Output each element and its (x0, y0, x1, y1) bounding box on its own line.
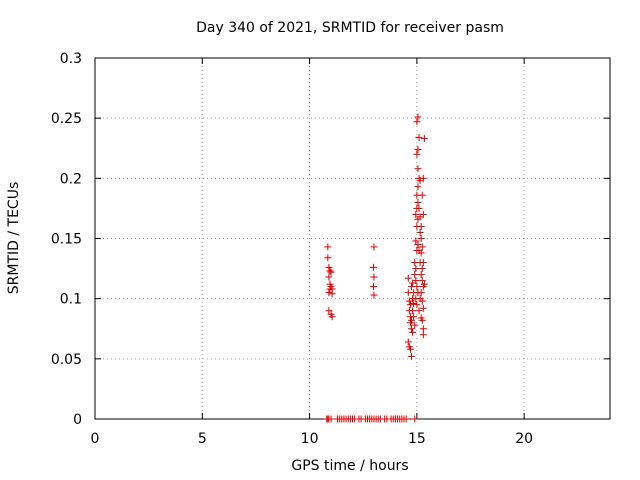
data-point (370, 243, 378, 251)
x-axis-label: GPS time / hours (291, 458, 408, 474)
x-tick-label: 10 (301, 431, 319, 447)
data-point (325, 263, 333, 271)
data-point (416, 228, 424, 236)
axis-ticks: 0 5 10 15 20 0 0.05 0.1 0.15 0.2 0.25 0.3 (51, 51, 610, 447)
data-point (409, 307, 417, 315)
data-point (408, 325, 416, 333)
data-point (328, 290, 336, 298)
y-tick-label: 0.25 (51, 111, 82, 127)
data-point (417, 289, 425, 297)
data-point (414, 145, 422, 153)
data-point (419, 325, 427, 333)
data-point (410, 299, 418, 307)
data-point (418, 277, 426, 285)
data-point (324, 243, 332, 251)
data-point (412, 277, 420, 285)
data-point (406, 345, 414, 353)
data-point (409, 328, 417, 336)
y-axis-label: SRMTID / TECUs (6, 182, 22, 295)
data-point (408, 352, 416, 360)
data-point (414, 165, 422, 173)
data-point (413, 301, 421, 309)
data-point (412, 210, 420, 218)
data-point (413, 118, 421, 126)
data-point (412, 237, 420, 245)
data-point (410, 313, 418, 321)
y-tick-label: 0.3 (60, 51, 82, 67)
data-point (419, 210, 427, 218)
data-point (414, 198, 422, 206)
y-tick-label: 0.2 (60, 171, 82, 187)
data-point (370, 283, 378, 291)
data-point (413, 283, 421, 291)
y-tick-label: 0 (73, 412, 82, 428)
data-point (412, 265, 420, 273)
data-point (418, 243, 426, 251)
data-point (328, 313, 336, 321)
data-point (415, 133, 423, 141)
y-tick-label: 0.05 (51, 352, 82, 368)
data-point (415, 247, 423, 255)
chart-title: Day 340 of 2021, SRMTID for receiver pas… (196, 20, 504, 36)
data-point (415, 204, 423, 212)
y-tick-label: 0.1 (60, 292, 82, 308)
data-point (419, 174, 427, 182)
data-point (411, 415, 419, 423)
data-point (404, 338, 412, 346)
data-point (370, 273, 378, 281)
data-point (415, 307, 423, 315)
data-point (370, 263, 378, 271)
x-tick-label: 5 (198, 431, 207, 447)
data-point (413, 150, 421, 158)
data-point (325, 307, 333, 315)
data-point (406, 301, 414, 309)
data-point (411, 271, 419, 279)
data-point (406, 319, 414, 327)
data-point (417, 235, 425, 242)
x-tick-label: 15 (408, 431, 426, 447)
data-point (324, 254, 332, 262)
y-tick-label: 0.15 (51, 232, 82, 248)
data-point (418, 316, 426, 324)
data-point (419, 304, 427, 312)
plot-area-border (94, 57, 611, 420)
data-point (414, 113, 422, 121)
data-point (326, 267, 334, 275)
x-tick-label: 0 (91, 431, 100, 447)
data-point (420, 280, 428, 288)
x-tick-label: 20 (515, 431, 533, 447)
data-point (411, 321, 419, 329)
data-point (402, 415, 410, 423)
data-point (327, 415, 335, 423)
data-point (417, 222, 425, 230)
data-points (323, 113, 428, 423)
data-point (418, 191, 426, 199)
data-point (414, 241, 422, 249)
data-point (417, 271, 425, 279)
data-point (419, 259, 427, 267)
data-point (325, 273, 333, 281)
data-point (325, 289, 333, 297)
data-point (416, 295, 424, 303)
data-point (326, 285, 334, 293)
grid (95, 58, 610, 419)
data-point (327, 268, 335, 276)
data-point (414, 183, 422, 191)
data-point (404, 274, 412, 282)
data-point (370, 291, 378, 299)
data-point (420, 135, 428, 143)
data-point (419, 331, 427, 339)
data-point (418, 265, 426, 273)
